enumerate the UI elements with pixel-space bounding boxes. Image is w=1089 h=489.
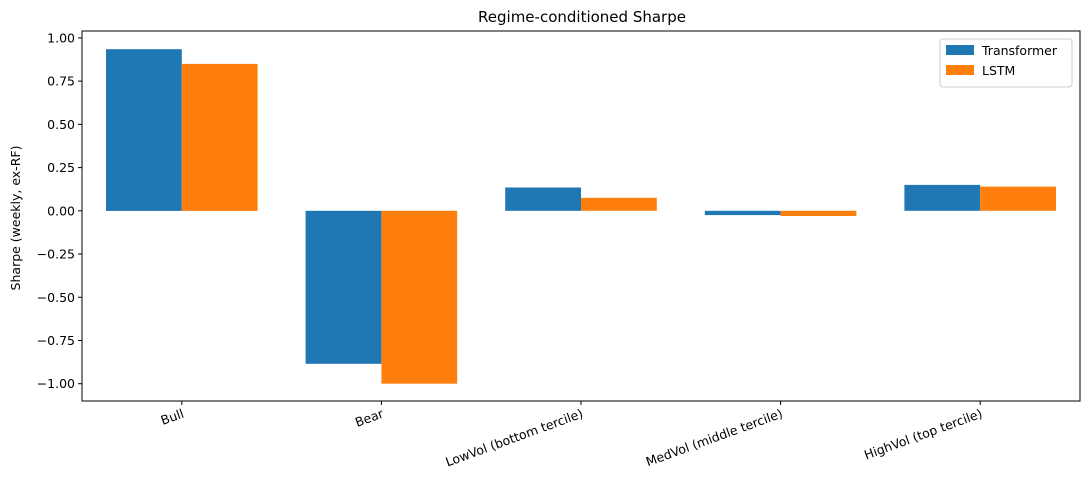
legend-swatch-lstm — [946, 65, 974, 75]
bar-lstm-2 — [581, 197, 657, 211]
bar-lstm-0 — [181, 63, 258, 211]
legend-label-transformer: Transformer — [981, 43, 1058, 58]
x-tick-label: MedVol (middle tercile) — [644, 406, 785, 470]
y-tick-label: 1.00 — [47, 30, 75, 45]
legend: Transformer LSTM — [939, 38, 1073, 88]
bar-lstm-4 — [980, 186, 1056, 211]
y-tick-label: −0.50 — [37, 290, 75, 305]
bars-layer — [106, 49, 1056, 384]
legend-swatch-transformer — [946, 45, 974, 55]
bar-transformer-2 — [505, 187, 581, 211]
y-tick-label: −0.25 — [37, 247, 75, 262]
bar-transformer-0 — [106, 49, 182, 211]
y-tick-label: 0.00 — [47, 203, 75, 218]
y-tick-label: 0.25 — [47, 160, 75, 175]
x-tick-label: HighVol (top tercile) — [862, 406, 984, 463]
x-tick-label: Bear — [353, 405, 386, 429]
legend-label-lstm: LSTM — [982, 63, 1015, 78]
y-axis-label: Sharpe (weekly, ex-RF) — [8, 146, 23, 291]
bar-lstm-1 — [381, 210, 458, 384]
x-tick-label: Bull — [159, 406, 186, 428]
y-tick-label: 0.50 — [47, 117, 75, 132]
y-tick-label: 0.75 — [47, 74, 75, 89]
bar-transformer-1 — [305, 210, 382, 364]
chart-title: Regime-conditioned Sharpe — [478, 8, 686, 26]
y-tick-label: −1.00 — [37, 376, 75, 391]
bar-lstm-3 — [780, 210, 857, 216]
bar-transformer-4 — [904, 184, 981, 211]
bar-transformer-3 — [704, 210, 781, 216]
y-tick-label: −0.75 — [37, 333, 75, 348]
x-tick-label: LowVol (bottom tercile) — [443, 406, 585, 470]
